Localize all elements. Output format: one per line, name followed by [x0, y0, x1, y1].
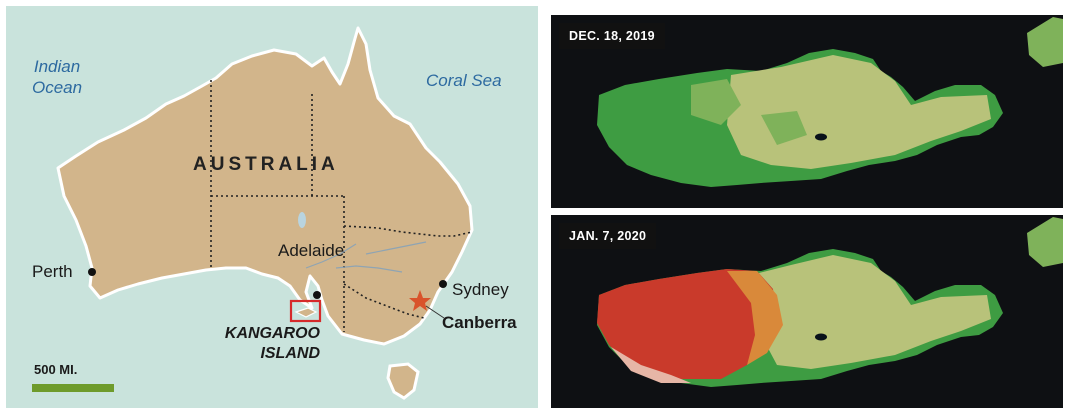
indian-ocean-line1: Indian: [33, 57, 81, 76]
lagoon-after: [815, 333, 827, 341]
island-after-graphic: [597, 217, 1063, 387]
coral-sea-label: Coral Sea: [426, 71, 502, 90]
sydney-label: Sydney: [452, 280, 509, 299]
indian-ocean-line2: Ocean: [32, 78, 83, 97]
lake-eyre: [298, 212, 306, 228]
sydney-dot: [439, 280, 447, 288]
date-label-before: DEC. 18, 2019: [559, 23, 665, 49]
indian-ocean-label: Indian Ocean: [32, 56, 82, 98]
adelaide-dot: [313, 291, 321, 299]
australia-map: Indian Ocean Coral Sea AUSTRALIA Perth A…: [6, 6, 538, 408]
island-after-interior: [751, 255, 991, 369]
canberra-star: [409, 290, 431, 311]
burn-scar: [597, 269, 777, 379]
scale-bar: [32, 384, 114, 392]
kangaroo-island-highlight-box: [289, 299, 322, 323]
country-label: AUSTRALIA: [193, 154, 339, 175]
north-islet-before: [1027, 17, 1063, 67]
perth-dot: [88, 268, 96, 276]
tasmania: [386, 362, 420, 400]
island-before-interior: [727, 55, 991, 169]
perth-label: Perth: [32, 262, 73, 281]
state-borders: [210, 80, 473, 332]
map-graphic: [56, 26, 474, 400]
island-before-graphic: [597, 17, 1063, 187]
north-islet-after: [1027, 217, 1063, 267]
scale-label: 500 MI.: [34, 362, 78, 377]
kangaroo-island-label: KANGAROO ISLAND: [206, 324, 320, 364]
kangaroo-island-line1: KANGAROO: [224, 325, 320, 342]
kangaroo-island-shape: [294, 307, 318, 318]
australia-landmass: [56, 26, 474, 346]
island-before-mid-patches: [691, 79, 807, 145]
lagoon-before: [815, 133, 827, 141]
canberra-label: Canberra: [442, 313, 517, 332]
adelaide-label: Adelaide: [278, 241, 345, 260]
burn-scar-south: [611, 347, 691, 383]
kangaroo-island-line2: ISLAND: [260, 345, 320, 362]
rivers: [305, 241, 427, 273]
date-label-after: JAN. 7, 2020: [559, 223, 657, 249]
satellite-image-before: DEC. 18, 2019: [551, 15, 1063, 208]
satellite-image-after: JAN. 7, 2020: [551, 215, 1063, 408]
canberra-leader: [425, 305, 445, 319]
burn-scar-edge: [727, 271, 783, 365]
